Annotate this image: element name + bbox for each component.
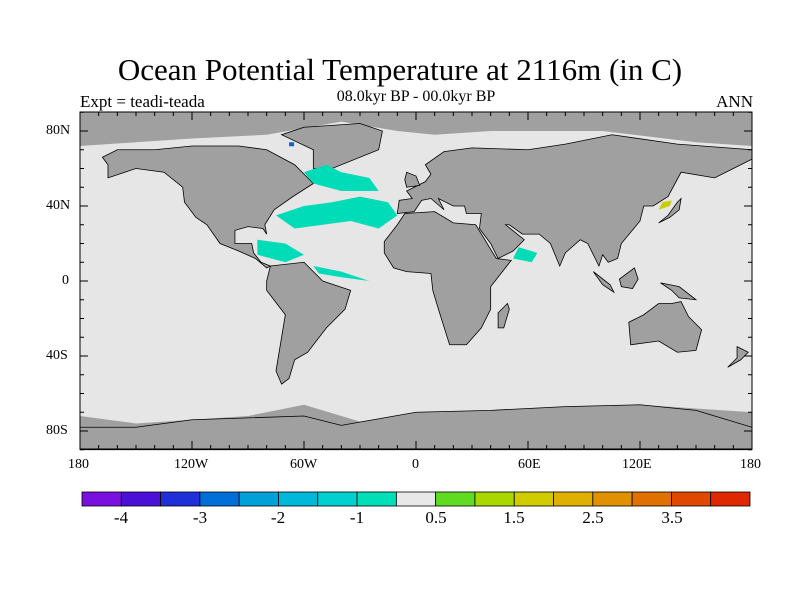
colorbar-swatch	[553, 491, 594, 507]
plot-title: Ocean Potential Temperature at 2116m (in…	[117, 52, 683, 87]
colorbar-label: -1	[349, 508, 365, 527]
lon-tick-label: 60E	[518, 457, 541, 472]
arctic-mask	[80, 112, 752, 146]
lat-tick-label: 0	[62, 273, 69, 288]
colorbar-label: 1.5	[503, 508, 525, 527]
colorbar-label: 0.5	[425, 508, 447, 527]
temperature-anomaly-patch	[257, 239, 304, 263]
colorbar-swatch	[199, 491, 240, 507]
temperature-anomaly-patch	[513, 247, 538, 263]
great-britain-landmass	[404, 171, 421, 188]
colorbar-swatch	[120, 491, 161, 507]
temperature-anomaly-patch	[304, 164, 379, 191]
temperature-anomaly-patch	[313, 266, 370, 281]
temperature-anomaly-patch	[658, 200, 672, 210]
colorbar-swatch	[278, 491, 319, 507]
colorbar-label: -3	[192, 508, 208, 527]
africa-landmass	[383, 211, 512, 346]
south-america-landmass	[266, 261, 352, 385]
colorbar-swatch	[81, 491, 122, 507]
lon-tick-label: 180	[68, 457, 89, 472]
colorbar-swatch	[435, 491, 476, 507]
new-zealand-landmass	[727, 345, 749, 368]
greenland-landmass	[280, 123, 383, 169]
colorbar-swatch	[592, 491, 633, 507]
colorbar-swatch	[710, 491, 751, 507]
borneo-landmass	[619, 267, 639, 289]
north-america-landmass	[101, 145, 314, 269]
lon-tick-label: 120E	[622, 457, 652, 472]
colorbar-swatch	[356, 491, 397, 507]
lon-tick-label: 180	[740, 457, 761, 472]
lat-tick-label: 80S	[46, 423, 68, 438]
colorbar-label: -4	[113, 508, 129, 527]
lon-tick-label: 0	[412, 457, 419, 472]
colorbar-swatch	[160, 491, 201, 507]
experiment-label: Expt = teadi-teada	[80, 92, 205, 111]
season-label: ANN	[716, 92, 753, 111]
colorbar-swatch	[395, 491, 437, 507]
colorbar-swatch	[317, 491, 358, 507]
colorbar-label: 3.5	[661, 508, 683, 527]
new-guinea-landmass	[660, 282, 698, 301]
lon-tick-label: 60W	[290, 457, 318, 472]
lon-tick-label: 120W	[174, 457, 209, 472]
temperature-anomaly-patch	[276, 196, 398, 229]
lat-tick-label: 40S	[46, 348, 68, 363]
lat-tick-label: 40N	[46, 198, 71, 213]
lat-tick-label: 80N	[46, 123, 71, 138]
colorbar-swatch	[513, 491, 554, 507]
madagascar-landmass	[497, 302, 510, 329]
australia-landmass	[628, 301, 703, 353]
japan-landmass	[658, 197, 682, 224]
sumatra-landmass	[593, 271, 615, 294]
temperature-anomaly-patch	[289, 142, 295, 147]
colorbar-swatch	[474, 491, 515, 507]
plot-subtitle: 08.0kyr BP - 00.0kyr BP	[336, 88, 496, 105]
colorbar-swatch	[671, 491, 712, 507]
colorbar-label: -2	[270, 508, 286, 527]
colorbar-label: 2.5	[582, 508, 604, 527]
colorbar-swatch	[631, 491, 672, 507]
colorbar-swatch	[238, 491, 279, 507]
eurasia-landmass	[396, 134, 753, 268]
